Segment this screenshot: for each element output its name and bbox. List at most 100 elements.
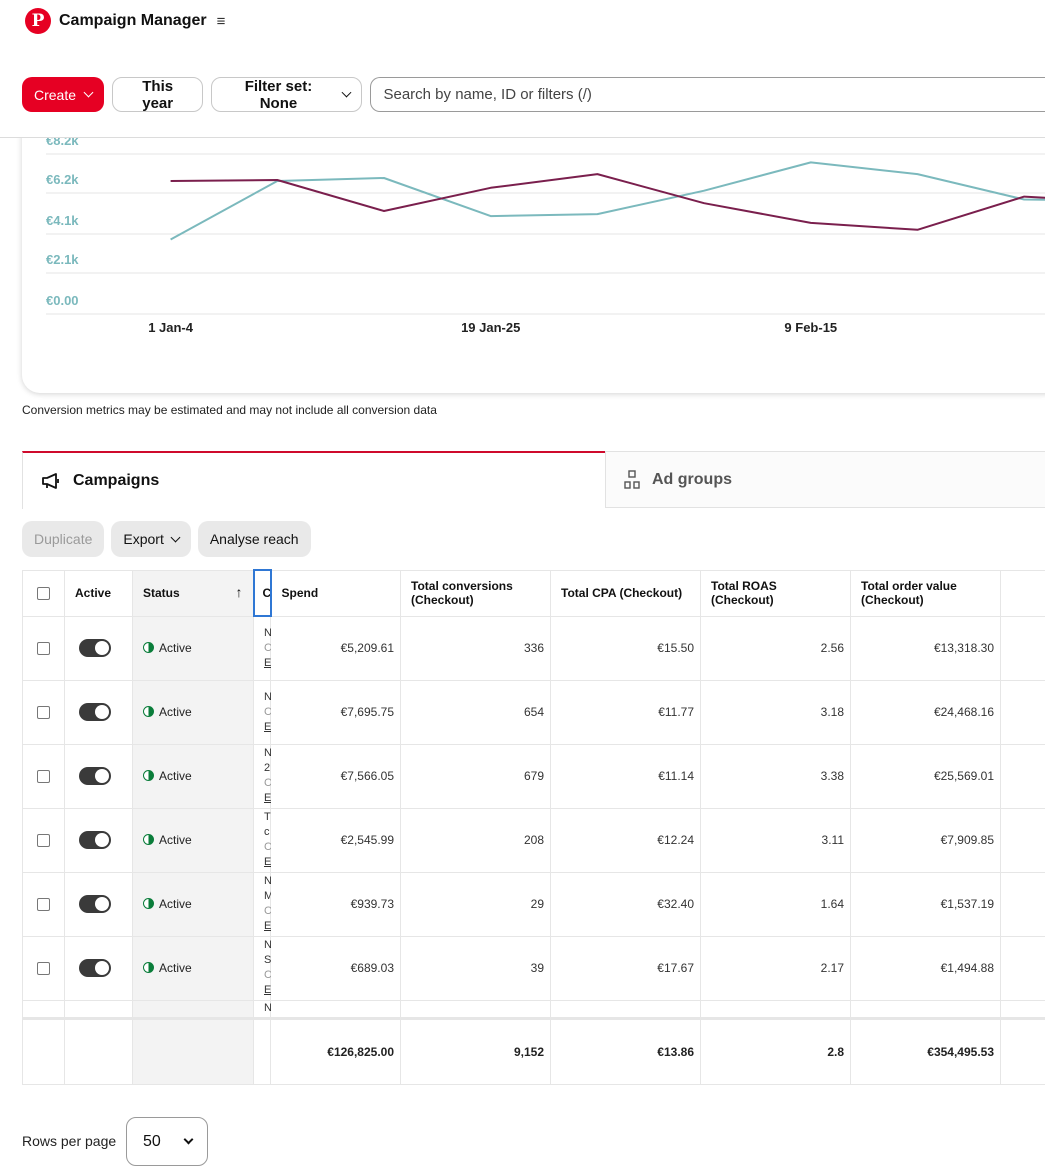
active-toggle[interactable]	[79, 703, 111, 721]
search-input[interactable]: Search by name, ID or filters (/)	[370, 77, 1045, 112]
header-filler	[1000, 569, 1045, 617]
row-checkbox[interactable]	[37, 834, 50, 848]
table-row[interactable]: Active N C E €5,209.61 336 €15.50 2.56 €13,318.3…	[22, 616, 1045, 681]
row-checkbox[interactable]	[37, 706, 50, 720]
active-toggle-cell	[64, 680, 133, 745]
filter-set-button[interactable]: Filter set: None	[211, 77, 363, 112]
series-line-1[interactable]	[170, 173, 1045, 231]
tab-ad-groups-label: Ad groups	[652, 470, 732, 488]
campaigns-table: Active Status ↑ C Spend Total conversion…	[22, 569, 1045, 1086]
status-label: Active	[159, 961, 192, 975]
status-active-icon	[143, 706, 154, 717]
header-active[interactable]: Active	[64, 569, 133, 617]
row-checkbox[interactable]	[37, 898, 50, 912]
search-placeholder: Search by name, ID or filters (/)	[383, 86, 592, 103]
active-toggle[interactable]	[79, 767, 111, 785]
filter-set-label: Filter set: None	[244, 77, 313, 112]
row-checkbox[interactable]	[37, 770, 50, 784]
header-spend[interactable]: Spend	[270, 569, 401, 617]
cell-conversions: 39	[400, 936, 551, 1001]
active-toggle[interactable]	[79, 959, 111, 977]
rows-per-page-select[interactable]: 50	[126, 1117, 208, 1166]
campaign-name-cell[interactable]: N	[253, 1000, 271, 1019]
status-active-icon	[143, 962, 154, 973]
cell-roas: 2.17	[700, 936, 851, 1001]
status-cell: Active	[132, 872, 254, 937]
date-range-button[interactable]: This year	[112, 77, 204, 112]
campaign-link-clipped[interactable]: E	[264, 856, 271, 868]
status-cell: Active	[132, 808, 254, 873]
active-toggle-cell	[64, 808, 133, 873]
active-toggle[interactable]	[79, 831, 111, 849]
row-select-cell	[22, 808, 65, 873]
active-toggle-cell	[64, 744, 133, 809]
active-toggle-cell	[64, 1000, 133, 1019]
campaign-link-clipped[interactable]: E	[264, 984, 271, 996]
table-row[interactable]: Active N C E €7,695.75 654 €11.77 3.18 €24,468.1…	[22, 680, 1045, 745]
campaign-text-clipped: 2	[264, 762, 271, 774]
duplicate-button[interactable]: Duplicate	[22, 521, 105, 557]
sort-ascending-icon[interactable]: ↑	[235, 583, 243, 600]
campaign-link-clipped[interactable]: E	[264, 792, 271, 804]
table-row[interactable]: Active N 2 C E €7,566.05 679 €11.14 3.38 €25,569.…	[22, 744, 1045, 809]
campaign-link-clipped[interactable]: E	[264, 720, 271, 733]
status-cell: Active	[132, 744, 254, 809]
pinterest-logo[interactable]: P	[25, 8, 51, 34]
create-button[interactable]: Create	[22, 77, 105, 112]
y-tick-label: €4.1k	[46, 213, 79, 228]
campaign-text-clipped: N	[264, 747, 271, 759]
cell-spend: €7,566.05	[270, 744, 401, 809]
export-button[interactable]: Export	[111, 521, 191, 557]
status-cell: Active	[132, 936, 254, 1001]
status-cell: Active	[132, 680, 254, 745]
status-label: Active	[159, 769, 192, 783]
select-all-checkbox[interactable]	[37, 587, 50, 601]
cell-order-value: €1,494.88	[850, 936, 1001, 1001]
cell-spend: €5,209.61	[270, 616, 401, 681]
row-select-cell	[22, 616, 65, 681]
row-filler	[1000, 936, 1045, 1001]
totals-empty	[1000, 1016, 1045, 1085]
active-toggle[interactable]	[79, 895, 111, 913]
row-checkbox[interactable]	[37, 962, 50, 976]
campaign-link-clipped[interactable]: E	[264, 656, 271, 669]
header-campaign-name[interactable]: C	[252, 569, 272, 617]
header-total-order-value[interactable]: Total order value (Checkout)	[850, 569, 1001, 617]
campaign-link-clipped[interactable]: E	[264, 920, 271, 932]
table-row-partial[interactable]: N	[22, 1000, 1045, 1019]
cell-spend: €939.73	[270, 872, 401, 937]
campaign-text-clipped: C	[264, 969, 271, 981]
analyse-reach-button[interactable]: Analyse reach	[197, 521, 311, 557]
active-toggle-cell	[64, 616, 133, 681]
row-filler	[1000, 744, 1045, 809]
header-status[interactable]: Status ↑	[132, 569, 254, 617]
header-total-cpa[interactable]: Total CPA (Checkout)	[550, 569, 701, 617]
analyse-reach-label: Analyse reach	[209, 531, 299, 547]
tab-campaigns[interactable]: Campaigns	[22, 451, 605, 509]
table-row[interactable]: Active N S C E €689.03 39 €17.67 2.17 €1,494.88	[22, 936, 1045, 1001]
series-line-0[interactable]	[170, 161, 1045, 241]
totals-empty	[22, 1016, 65, 1085]
status-active-icon	[143, 834, 154, 845]
cell-conversions: 679	[400, 744, 551, 809]
date-range-label: This year	[142, 77, 174, 112]
row-select-cell	[22, 1000, 65, 1019]
performance-chart-card: €0.00 €2.1k €4.1k €6.2k €8.2k 1 Jan-4 19 Jan-2…	[22, 100, 1045, 393]
header-total-conversions[interactable]: Total conversions (Checkout)	[400, 569, 551, 617]
row-select-cell	[22, 936, 65, 1001]
table-row[interactable]: Active N M C E €939.73 29 €32.40 1.64 €1,537.19	[22, 872, 1045, 937]
tab-ad-groups[interactable]: Ad groups	[605, 451, 1045, 508]
hamburger-icon[interactable]: ≡	[216, 12, 226, 30]
row-checkbox[interactable]	[37, 642, 50, 656]
active-toggle[interactable]	[79, 639, 111, 657]
header-total-roas[interactable]: Total ROAS (Checkout)	[700, 569, 851, 617]
